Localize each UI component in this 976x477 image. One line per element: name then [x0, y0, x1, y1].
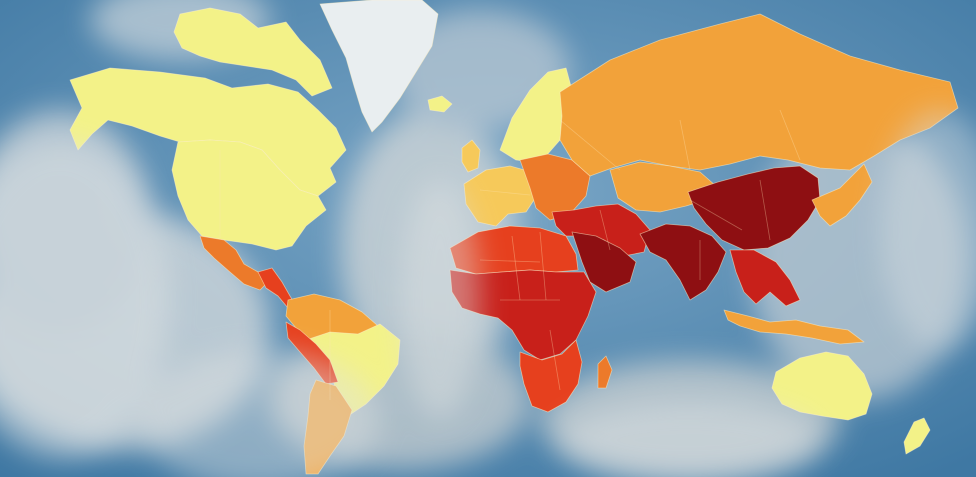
country-border	[779, 109, 801, 161]
haze-front	[0, 110, 976, 477]
region-new-zealand	[903, 417, 931, 455]
region-greenland	[319, 0, 439, 133]
country-border	[689, 199, 743, 231]
region-southern-africa	[519, 339, 583, 413]
region-japan-korea	[811, 163, 873, 227]
region-madagascar	[597, 355, 613, 389]
region-arabian-peninsula	[571, 231, 637, 293]
region-western-europe	[463, 165, 539, 227]
country-border	[549, 329, 561, 391]
regions-layer	[69, 0, 959, 475]
region-mexico	[199, 235, 269, 291]
region-eastern-europe	[519, 153, 591, 221]
region-arctic-islands	[173, 7, 333, 97]
country-border	[759, 179, 771, 241]
country-border	[539, 231, 547, 301]
country-border	[479, 259, 541, 263]
country-border	[599, 209, 611, 251]
region-australia	[771, 351, 873, 421]
region-uk-ireland	[461, 139, 481, 173]
region-indonesia	[723, 309, 865, 345]
country-border	[679, 119, 691, 171]
region-southeast-asia	[729, 249, 801, 307]
country-border	[511, 235, 521, 301]
country-border	[559, 119, 621, 171]
region-russia	[559, 13, 959, 177]
region-south-asia	[639, 223, 727, 301]
region-china	[687, 165, 821, 251]
country-border	[479, 189, 531, 196]
region-iceland	[427, 95, 453, 113]
region-united-states	[171, 139, 327, 251]
